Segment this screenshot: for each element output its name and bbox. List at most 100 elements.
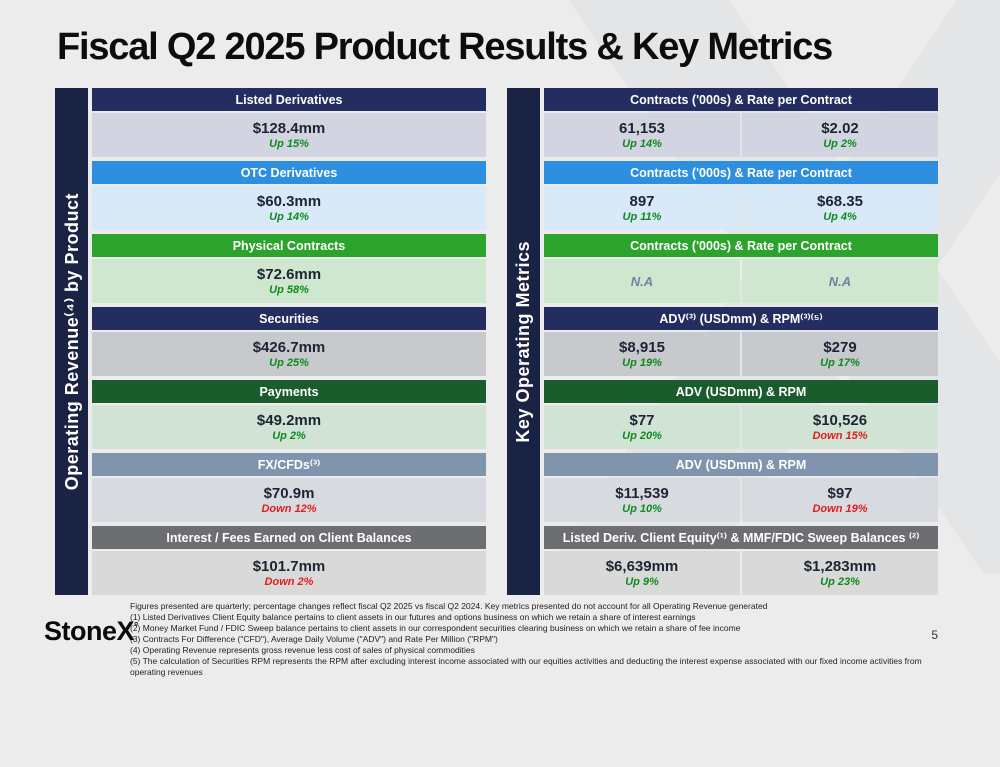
row-header: OTC Derivatives — [92, 161, 486, 184]
page-number: 5 — [931, 628, 938, 642]
row-header: FX/CFDs⁽³⁾ — [92, 453, 486, 476]
metrics-row-securities: ADV⁽³⁾ (USDmm) & RPM⁽³⁾⁽⁵⁾ $8,915 Up 19%… — [544, 307, 938, 376]
row-cells: 61,153 Up 14% $2.02 Up 2% — [544, 113, 938, 157]
left-axis-label: Operating Revenue⁽⁴⁾ by Product — [61, 192, 82, 491]
revenue-row-interest-fees: Interest / Fees Earned on Client Balance… — [92, 526, 486, 595]
metric-cell: $10,526 Down 15% — [742, 405, 938, 449]
metric-value: N.A — [828, 273, 852, 289]
row-header: ADV⁽³⁾ (USDmm) & RPM⁽³⁾⁽⁵⁾ — [544, 307, 938, 330]
metric-value: $101.7mm — [252, 558, 326, 575]
right-axis-label: Key Operating Metrics — [513, 240, 533, 443]
revenue-rows: Listed Derivatives $128.4mm Up 15% OTC D… — [92, 88, 486, 595]
metric-cell: $2.02 Up 2% — [742, 113, 938, 157]
metric-cell: $11,539 Up 10% — [544, 478, 740, 522]
row-value-cell: $49.2mm Up 2% — [92, 405, 486, 449]
metric-change: Up 19% — [622, 357, 662, 369]
metric-value: $72.6mm — [256, 266, 322, 283]
metric-cell: $1,283mm Up 23% — [742, 551, 938, 595]
metric-value: $8,915 — [619, 339, 665, 356]
metric-value: $49.2mm — [256, 412, 322, 429]
metric-cell: $6,639mm Up 9% — [544, 551, 740, 595]
metric-value: $60.3mm — [256, 193, 322, 210]
row-value-cell: $128.4mm Up 15% — [92, 113, 486, 157]
main-content: Operating Revenue⁽⁴⁾ by Product Listed D… — [55, 88, 942, 595]
metric-change: Up 14% — [622, 138, 662, 150]
metrics-row-otc-derivatives: Contracts ('000s) & Rate per Contract 89… — [544, 161, 938, 230]
metric-cell: 61,153 Up 14% — [544, 113, 740, 157]
metric-value: $97 — [827, 485, 853, 502]
metric-cell: $97 Down 19% — [742, 478, 938, 522]
key-metrics-section: Key Operating Metrics Contracts ('000s) … — [507, 88, 938, 595]
metric-cell: N.A — [742, 259, 938, 303]
metric-value: 897 — [629, 193, 655, 210]
metric-change: Up 15% — [269, 138, 309, 150]
footnote-line: (3) Contracts For Difference ("CFD"), Av… — [130, 634, 498, 645]
metrics-row-client-balances: Listed Deriv. Client Equity⁽¹⁾ & MMF/FDI… — [544, 526, 938, 595]
footnote-line: (4) Operating Revenue represents gross r… — [130, 645, 475, 656]
metric-change: Up 20% — [622, 430, 662, 442]
row-cells: $8,915 Up 19% $279 Up 17% — [544, 332, 938, 376]
row-header: Contracts ('000s) & Rate per Contract — [544, 234, 938, 257]
row-value-cell: $101.7mm Down 2% — [92, 551, 486, 595]
row-header: Listed Derivatives — [92, 88, 486, 111]
metric-change: Down 12% — [261, 503, 317, 515]
metrics-row-listed-derivatives: Contracts ('000s) & Rate per Contract 61… — [544, 88, 938, 157]
metrics-rows: Contracts ('000s) & Rate per Contract 61… — [544, 88, 938, 595]
row-header: Interest / Fees Earned on Client Balance… — [92, 526, 486, 549]
metric-cell: $279 Up 17% — [742, 332, 938, 376]
metric-change: Up 25% — [269, 357, 309, 369]
row-value-cell: $60.3mm Up 14% — [92, 186, 486, 230]
metric-value: $77 — [629, 412, 655, 429]
metric-value: $1,283mm — [803, 558, 877, 575]
row-header: ADV (USDmm) & RPM — [544, 380, 938, 403]
row-header: ADV (USDmm) & RPM — [544, 453, 938, 476]
row-header: Securities — [92, 307, 486, 330]
metric-change: Up 4% — [823, 211, 857, 223]
row-cells: $77 Up 20% $10,526 Down 15% — [544, 405, 938, 449]
revenue-row-fx-cfds: FX/CFDs⁽³⁾ $70.9m Down 12% — [92, 453, 486, 522]
metric-change: Up 11% — [622, 211, 662, 223]
right-axis-bar: Key Operating Metrics — [507, 88, 540, 595]
metric-change: Up 23% — [820, 576, 860, 588]
metric-value: $279 — [823, 339, 857, 356]
metric-change: Up 58% — [269, 284, 309, 296]
slide: Fiscal Q2 2025 Product Results & Key Met… — [44, 26, 950, 678]
metric-value: $6,639mm — [605, 558, 679, 575]
stonex-logo: StoneX° — [44, 616, 138, 647]
footnote-line: (1) Listed Derivatives Client Equity bal… — [130, 612, 696, 623]
metric-value: $11,539 — [615, 485, 669, 502]
metrics-row-payments: ADV (USDmm) & RPM $77 Up 20% $10,526 Dow… — [544, 380, 938, 449]
row-cells: 897 Up 11% $68.35 Up 4% — [544, 186, 938, 230]
stonex-logo-text: StoneX — [44, 616, 135, 646]
metric-change: Down 19% — [812, 503, 868, 515]
revenue-row-securities: Securities $426.7mm Up 25% — [92, 307, 486, 376]
row-header: Contracts ('000s) & Rate per Contract — [544, 161, 938, 184]
metric-value: N.A — [630, 273, 654, 289]
metric-change: Up 2% — [272, 430, 306, 442]
metrics-row-fx-cfds: ADV (USDmm) & RPM $11,539 Up 10% $97 Dow… — [544, 453, 938, 522]
metric-change: Down 15% — [812, 430, 868, 442]
footnote-line: (2) Money Market Fund / FDIC Sweep balan… — [130, 623, 741, 634]
metric-value: $68.35 — [817, 193, 863, 210]
footnotes: Figures presented are quarterly; percent… — [130, 601, 950, 678]
operating-revenue-section: Operating Revenue⁽⁴⁾ by Product Listed D… — [55, 88, 486, 595]
metric-cell: $68.35 Up 4% — [742, 186, 938, 230]
row-value-cell: $426.7mm Up 25% — [92, 332, 486, 376]
revenue-row-otc-derivatives: OTC Derivatives $60.3mm Up 14% — [92, 161, 486, 230]
metric-change: Up 2% — [823, 138, 857, 150]
metric-change: Down 2% — [264, 576, 314, 588]
row-header: Listed Deriv. Client Equity⁽¹⁾ & MMF/FDI… — [544, 526, 938, 549]
row-cells: $6,639mm Up 9% $1,283mm Up 23% — [544, 551, 938, 595]
metrics-row-physical-contracts: Contracts ('000s) & Rate per Contract N.… — [544, 234, 938, 303]
revenue-row-payments: Payments $49.2mm Up 2% — [92, 380, 486, 449]
metric-cell: N.A — [544, 259, 740, 303]
stonex-logo-mark: ° — [134, 621, 138, 633]
metric-change: Up 17% — [820, 357, 860, 369]
row-value-cell: $72.6mm Up 58% — [92, 259, 486, 303]
row-header: Payments — [92, 380, 486, 403]
row-cells: N.A N.A — [544, 259, 938, 303]
revenue-row-listed-derivatives: Listed Derivatives $128.4mm Up 15% — [92, 88, 486, 157]
row-header: Physical Contracts — [92, 234, 486, 257]
row-header: Contracts ('000s) & Rate per Contract — [544, 88, 938, 111]
revenue-row-physical-contracts: Physical Contracts $72.6mm Up 58% — [92, 234, 486, 303]
